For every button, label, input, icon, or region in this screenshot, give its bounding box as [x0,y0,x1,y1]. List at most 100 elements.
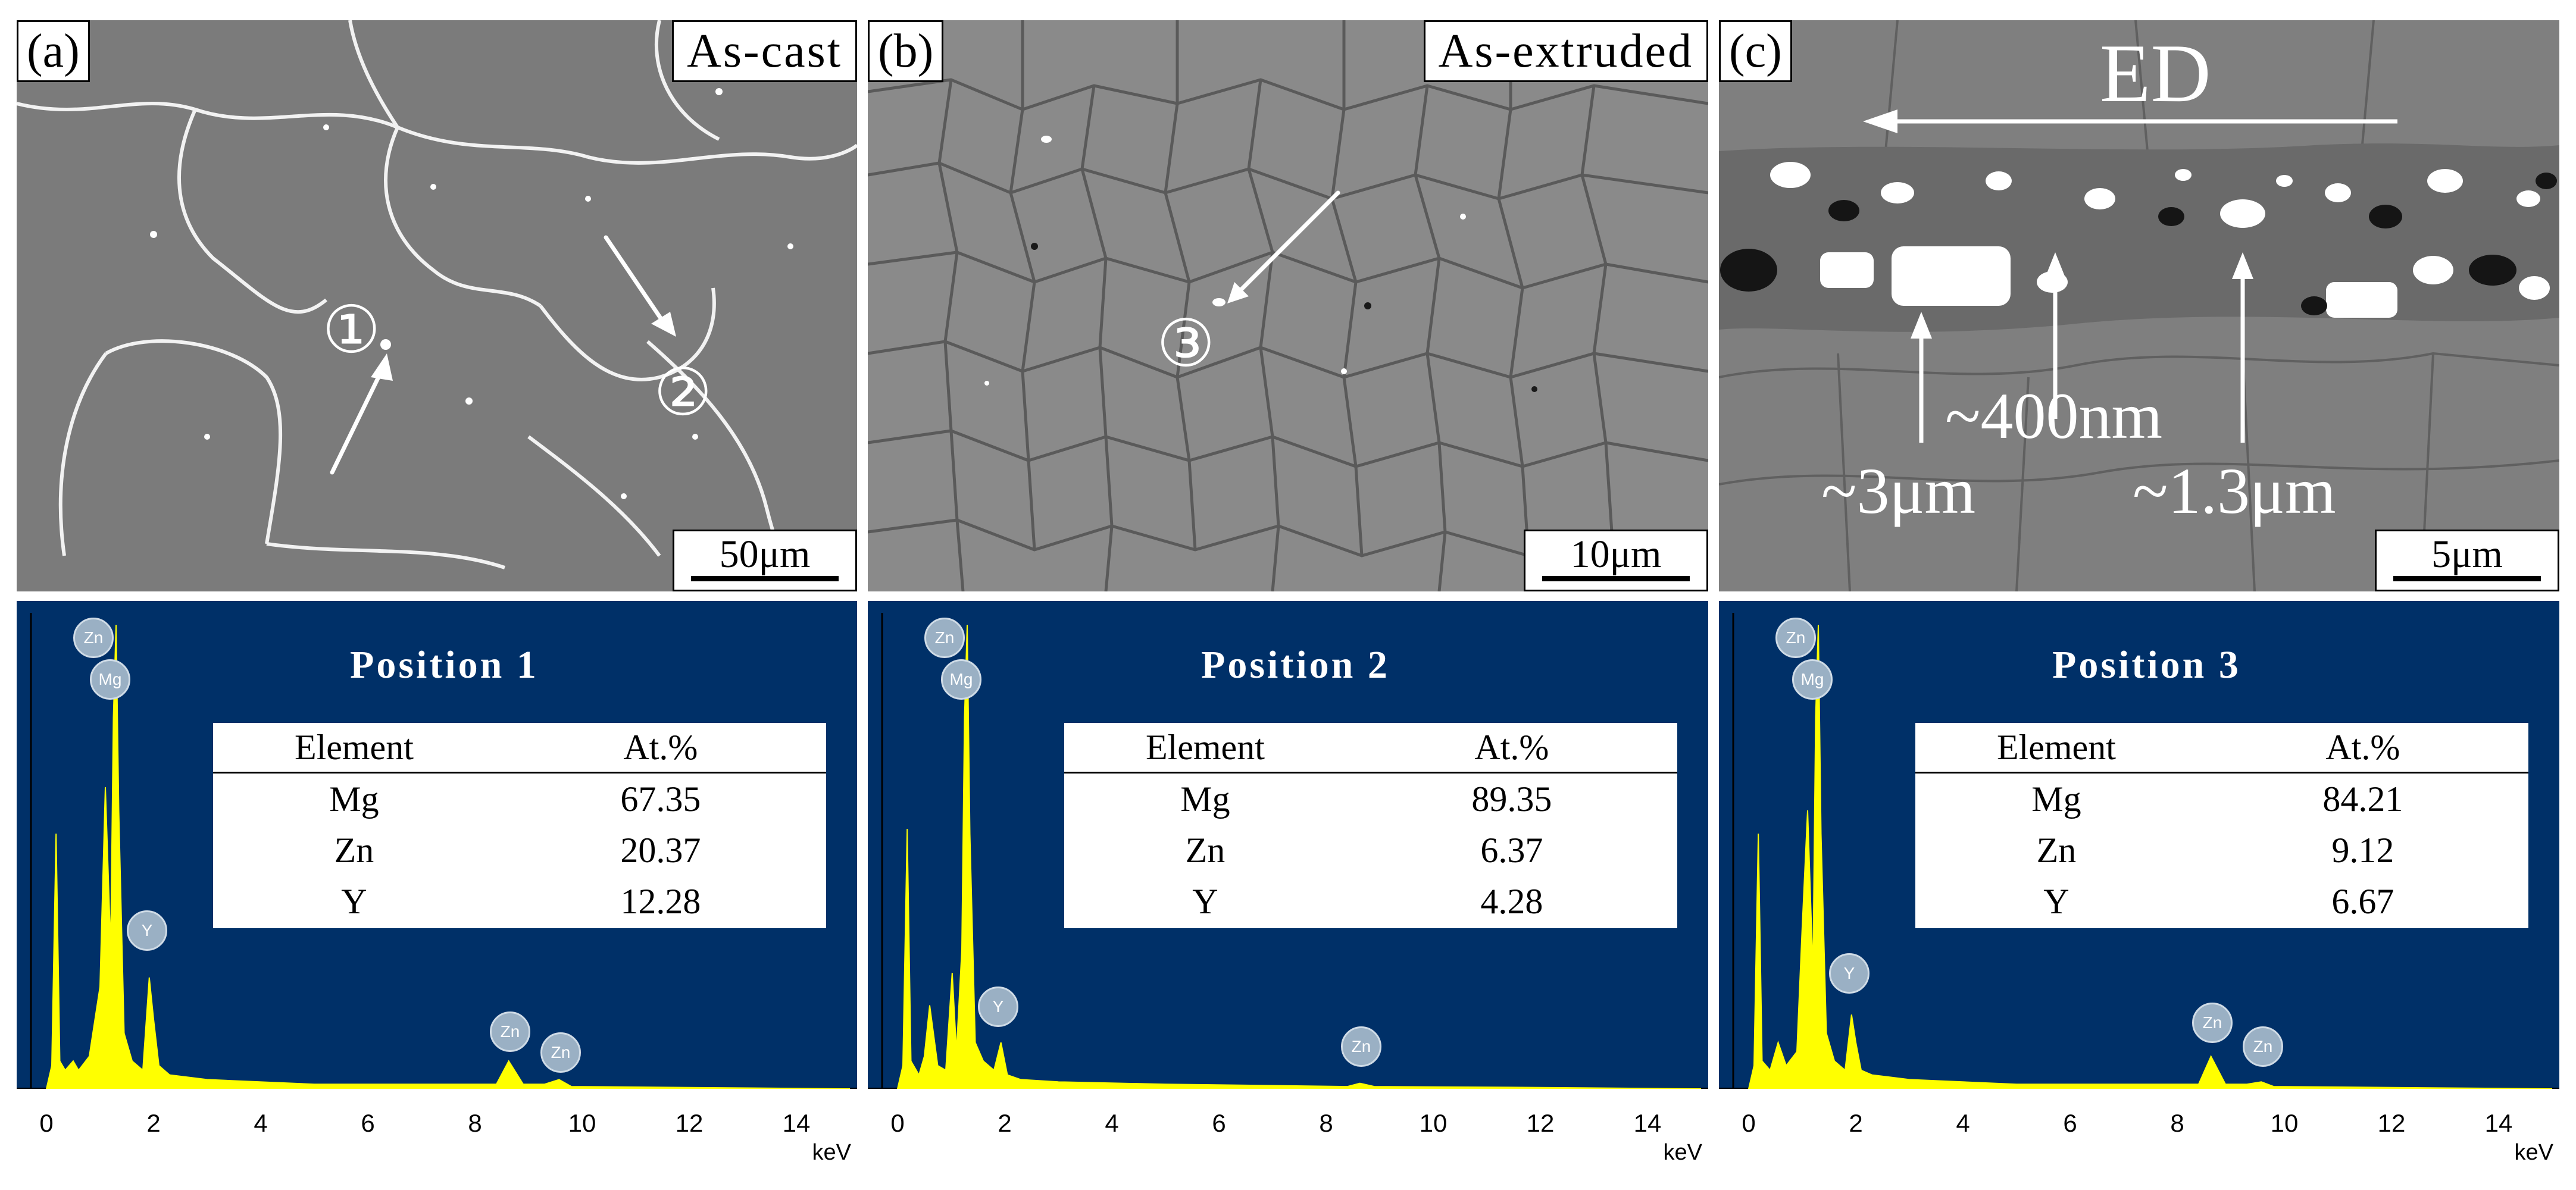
cell-value: 89.35 [1471,779,1552,819]
x-tick-label: 4 [1956,1109,1970,1137]
peak-label-zn: Zn [924,618,965,658]
peak-label-zn: Zn [1341,1026,1381,1067]
cell-value: 4.28 [1480,881,1543,921]
table-row: Mg 84.21 [1915,773,2528,825]
x-tick-label: 8 [2170,1109,2184,1137]
x-tick-label: 12 [2377,1109,2406,1137]
scale-bar-line [1542,576,1690,581]
composition-table: Element At.% Mg 89.35 Zn 6.37 Y 4.28 [1064,723,1677,928]
marker-1: ① [322,292,381,368]
cell-element: Zn [2036,830,2077,870]
x-tick-label: 14 [2484,1109,2513,1137]
scale-bar-line [2393,576,2541,581]
x-axis: 0 2 4 6 8 10 12 14 keV [868,1089,1708,1172]
peak-label-y: Y [127,910,167,951]
x-tick-label: 10 [2270,1109,2299,1137]
cell-value: 6.37 [1480,830,1543,870]
x-tick-label: 6 [361,1109,375,1137]
table-row: Zn 20.37 [213,825,826,876]
x-tick-label: 2 [146,1109,161,1137]
size-label-1-3um: ~1.3μm [2133,455,2336,527]
table-row: Y 12.28 [213,876,826,927]
panel-label-a: (a) [17,20,90,82]
cell-element: Y [1192,881,1218,921]
header-at-percent: At.% [2197,723,2528,774]
table-row: Mg 67.35 [213,773,826,825]
extrusion-direction-label: ED [2100,27,2211,120]
header-at-percent: At.% [495,723,826,774]
peak-label-zn: Zn [73,618,114,658]
sem-image-as-cast: (a) As-cast ① ② 50μm [17,20,857,591]
scale-bar-text: 50μm [719,533,811,576]
scale-bar-text: 5μm [2431,533,2503,576]
as-extruded-micrograph [868,20,1708,591]
cell-element: Mg [1180,779,1230,819]
panel-label-b: (b) [868,20,944,82]
cell-value: 20.37 [620,830,701,870]
peak-label-y: Y [978,987,1018,1027]
cell-element: Y [2043,881,2069,921]
x-tick-label: 0 [890,1109,905,1137]
marker-3: ③ [1156,305,1215,381]
x-tick-label: 0 [39,1109,54,1137]
cell-value: 12.28 [620,881,701,921]
x-tick-label: 0 [1742,1109,1756,1137]
peak-label-zn: Zn [2192,1003,2233,1043]
scale-bar-line [691,576,839,581]
spectrum-title: Position 3 [2052,643,2241,687]
x-axis-unit: keV [1663,1140,1702,1165]
x-tick-label: 8 [1319,1109,1333,1137]
scale-bar-text: 10μm [1570,533,1662,576]
peak-label-mg: Mg [90,659,130,700]
header-element: Element [1064,723,1346,774]
composition-table: Element At.% Mg 67.35 Zn 20.37 Y 12.28 [213,723,826,928]
cell-value: 67.35 [620,779,701,819]
cell-element: Mg [2031,779,2081,819]
condition-label-as-extruded: As-extruded [1423,20,1708,82]
eds-spectrum-position-3: Position 3 Element At.% Mg 84.21 Zn 9.12… [1719,601,2559,1172]
header-element: Element [213,723,495,774]
x-tick-label: 14 [782,1109,811,1137]
cell-value: 6.67 [2331,881,2394,921]
table-header-row: Element At.% [213,723,826,774]
table-row: Y 4.28 [1064,876,1677,927]
as-cast-micrograph [17,20,857,591]
x-axis: 0 2 4 6 8 10 12 14 keV [1719,1089,2559,1172]
peak-label-y: Y [1829,953,1870,994]
table-row: Zn 9.12 [1915,825,2528,876]
spectrum-series [1747,624,2553,1089]
extruded-band-micrograph [1719,20,2559,591]
spectrum-title: Position 2 [1201,643,1390,687]
cell-element: Zn [334,830,374,870]
cell-element: Y [341,881,367,921]
x-axis-unit: keV [2514,1140,2553,1165]
x-tick-label: 6 [2063,1109,2077,1137]
x-tick-label: 10 [1419,1109,1448,1137]
x-tick-label: 4 [1105,1109,1119,1137]
spectrum-series [896,624,1702,1089]
size-label-400nm: ~400nm [1945,380,2163,452]
x-axis-unit: keV [812,1140,851,1165]
table-row: Mg 89.35 [1064,773,1677,825]
peak-label-mg: Mg [941,659,981,700]
size-label-3um: ~3μm [1821,455,1976,527]
peak-label-zn: Zn [540,1032,581,1073]
x-tick-label: 4 [254,1109,268,1137]
x-tick-label: 2 [1849,1109,1863,1137]
eds-spectrum-position-1: Position 1 Element At.% Mg 67.35 Zn 20.3… [17,601,857,1172]
spectrum-title: Position 1 [350,643,539,687]
eds-spectrum-position-2: Position 2 Element At.% Mg 89.35 Zn 6.37… [868,601,1708,1172]
table-header-row: Element At.% [1064,723,1677,774]
sem-image-extrusion-direction: (c) ED ~3μm ~400nm ~1.3μm 5μm [1719,20,2559,591]
cell-element: Zn [1185,830,1226,870]
scale-bar-50um: 50μm [673,530,857,591]
x-tick-label: 12 [1526,1109,1555,1137]
table-row: Zn 6.37 [1064,825,1677,876]
header-element: Element [1915,723,2197,774]
x-tick-label: 10 [568,1109,596,1137]
cell-value: 84.21 [2322,779,2403,819]
panel-label-c: (c) [1719,20,1792,82]
header-at-percent: At.% [1346,723,1677,774]
peak-label-mg: Mg [1792,659,1833,700]
cell-element: Mg [329,779,379,819]
